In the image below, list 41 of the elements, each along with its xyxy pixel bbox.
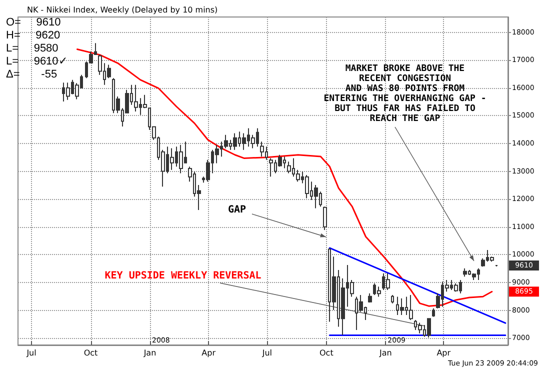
annotation: L= 9580 — [6, 42, 58, 54]
candlestick — [233, 132, 237, 150]
x-tick-label: Jul — [26, 348, 36, 358]
x-tick-label: Apr — [202, 348, 216, 358]
annotation: Δ= -55 — [6, 68, 58, 80]
annotation: O= 9610 — [6, 16, 61, 28]
candlestick — [170, 148, 174, 170]
candlestick — [463, 268, 467, 278]
x-tick-label: Jul — [261, 348, 272, 358]
annotation: KEY UPSIDE WEEKLY REVERSAL — [104, 270, 262, 282]
x-tick-label: Oct — [84, 348, 98, 358]
candlestick — [260, 141, 264, 158]
candlestick — [287, 161, 291, 174]
candlestick — [179, 144, 183, 174]
candlestick — [305, 174, 309, 199]
candlestick — [323, 206, 327, 230]
annotation: H= 9620 — [6, 30, 60, 42]
candlestick — [368, 292, 372, 303]
candlestick — [400, 298, 404, 316]
candlestick — [314, 184, 318, 209]
x-tick-label: Jan — [378, 348, 392, 358]
candlestick — [377, 286, 381, 298]
annotation: MARKET BROKE ABOVE THE RECENT CONGESTION AND WAS 80 POINTS FROM ENTERING THE OVERHANGING GAP - BUT THUS FAR HAS FAILED TO REACH THE GAP — [324, 64, 486, 124]
candlestick — [386, 272, 390, 291]
candlestick — [427, 318, 431, 338]
annotation: L= 9610✓ — [6, 56, 68, 68]
candlestick — [66, 82, 70, 100]
candlestick — [432, 308, 435, 318]
annotation: GAP — [228, 204, 246, 216]
candlestick — [134, 84, 138, 112]
candlestick — [418, 322, 422, 334]
candlestick — [269, 158, 273, 178]
x-tick-label: Apr — [436, 348, 452, 358]
x-tick-label: Jan — [142, 348, 156, 358]
line-series — [76, 48, 493, 307]
candlestick — [409, 294, 413, 321]
x-tick-label: Oct — [320, 348, 334, 358]
chart-title: NK - Nikkei Index, Weekly (Delayed by 10 mins) — [27, 6, 218, 14]
candlestick — [472, 272, 476, 281]
candlestick — [391, 294, 394, 304]
candlestick — [454, 282, 458, 292]
